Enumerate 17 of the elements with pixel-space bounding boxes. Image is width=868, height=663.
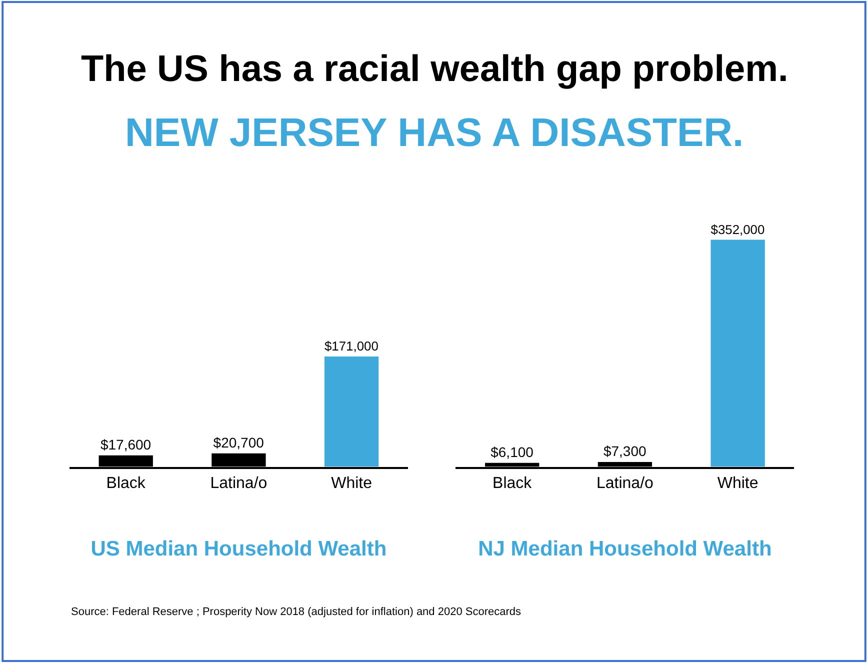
x-axis-title: US Median Household Wealth (90, 538, 387, 561)
chart-title: The US has a racial wealth gap problem. (81, 48, 788, 89)
source-note: Source: Federal Reserve ; Prosperity Now 2018 (adjusted for inflation) and 2020 Scorecards (71, 606, 522, 618)
data-label: $17,600 (100, 436, 152, 452)
x-axis-title: NJ Median Household Wealth (478, 538, 772, 561)
data-label: $171,000 (324, 338, 378, 354)
x-tick-label: White (717, 474, 758, 492)
data-label: $7,300 (603, 443, 646, 460)
chart-subtitle: NEW JERSEY HAS A DISASTER. (125, 111, 744, 155)
x-tick-label: Black (106, 474, 146, 492)
data-label: $6,100 (490, 444, 534, 460)
x-tick-label: White (331, 474, 372, 492)
data-label: $352,000 (710, 222, 765, 237)
x-tick-label: Black (492, 474, 533, 492)
data-label: $20,700 (213, 434, 264, 450)
x-tick-label: Latina/o (210, 474, 268, 492)
x-tick-label: Latina/o (596, 474, 654, 492)
